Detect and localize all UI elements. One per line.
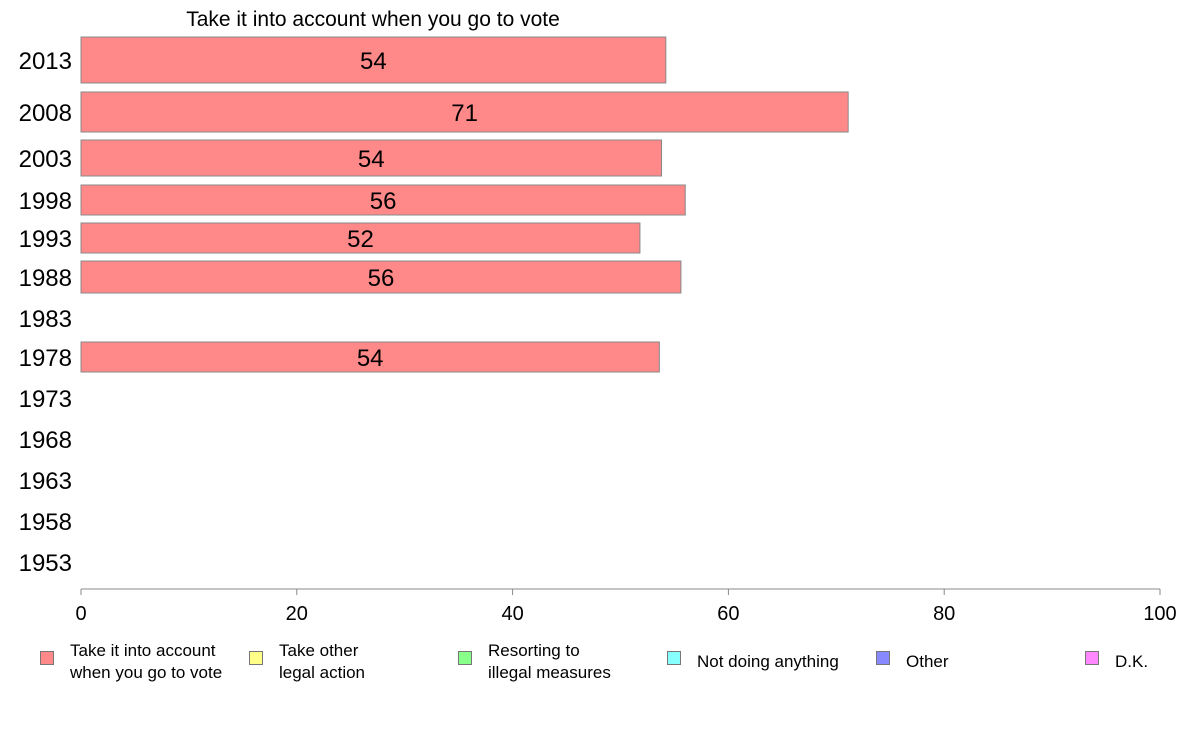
legend-item-legal-action: Take other legal action — [249, 640, 365, 684]
x-tick-label: 80 — [933, 603, 955, 625]
legend-label-dk: D.K. — [1115, 652, 1149, 671]
y-tick-label: 1968 — [19, 427, 72, 454]
y-tick-label: 1978 — [19, 345, 72, 372]
bar-chart: Take it into account when you go to vote… — [19, 8, 1177, 625]
bar-value-label: 54 — [357, 345, 384, 372]
y-tick-label: 1993 — [19, 226, 72, 253]
legend-item-dk: D.K. — [1085, 640, 1148, 673]
legend-label-nothing: Not doing anything — [697, 652, 839, 671]
x-tick-label: 60 — [717, 603, 739, 625]
y-tick-label: 1998 — [19, 188, 72, 215]
bar — [80, 139, 663, 177]
legend-swatch-legal-action — [249, 651, 263, 665]
legend-label-vote: Take it into account when you go to vote — [70, 641, 223, 682]
bar — [80, 36, 667, 84]
y-tick-label: 1983 — [19, 306, 72, 333]
legend-label-other: Other — [906, 652, 949, 671]
x-tick-label: 40 — [501, 603, 523, 625]
bar — [80, 184, 686, 216]
legend-item-nothing: Not doing anything — [667, 640, 839, 673]
bar-value-label: 71 — [451, 100, 478, 127]
y-tick-label: 2013 — [19, 48, 72, 75]
bar — [80, 222, 641, 254]
legend: Take it into account when you go to vote… — [0, 636, 1188, 696]
bar — [80, 341, 660, 373]
legend-item-vote: Take it into account when you go to vote — [40, 640, 222, 684]
bar-value-label: 56 — [368, 265, 395, 292]
legend-label-illegal-measures: Resorting to illegal measures — [488, 641, 611, 682]
y-tick-label: 1963 — [19, 468, 72, 495]
legend-swatch-vote — [40, 651, 54, 665]
legend-item-other: Other — [876, 640, 949, 673]
x-tick-label: 20 — [286, 603, 308, 625]
y-tick-label: 1958 — [19, 509, 72, 536]
y-tick-label: 1953 — [19, 550, 72, 577]
bar-value-label: 54 — [358, 146, 385, 173]
y-tick-label: 1973 — [19, 386, 72, 413]
y-tick-label: 2003 — [19, 146, 72, 173]
legend-swatch-illegal-measures — [458, 651, 472, 665]
legend-swatch-dk — [1085, 651, 1099, 665]
bar — [80, 260, 682, 294]
x-tick-label: 100 — [1143, 603, 1176, 625]
y-tick-label: 1988 — [19, 265, 72, 292]
bar-value-label: 56 — [370, 188, 397, 215]
bar — [80, 91, 849, 133]
legend-item-illegal-measures: Resorting to illegal measures — [458, 640, 611, 684]
bar-value-label: 54 — [360, 48, 387, 75]
legend-swatch-other — [876, 651, 890, 665]
y-tick-label: 2008 — [19, 100, 72, 127]
legend-swatch-nothing — [667, 651, 681, 665]
x-tick-label: 0 — [75, 603, 86, 625]
bar-value-label: 52 — [347, 226, 374, 253]
chart-title: Take it into account when you go to vote — [186, 8, 560, 31]
legend-label-legal-action: Take other legal action — [279, 641, 366, 682]
